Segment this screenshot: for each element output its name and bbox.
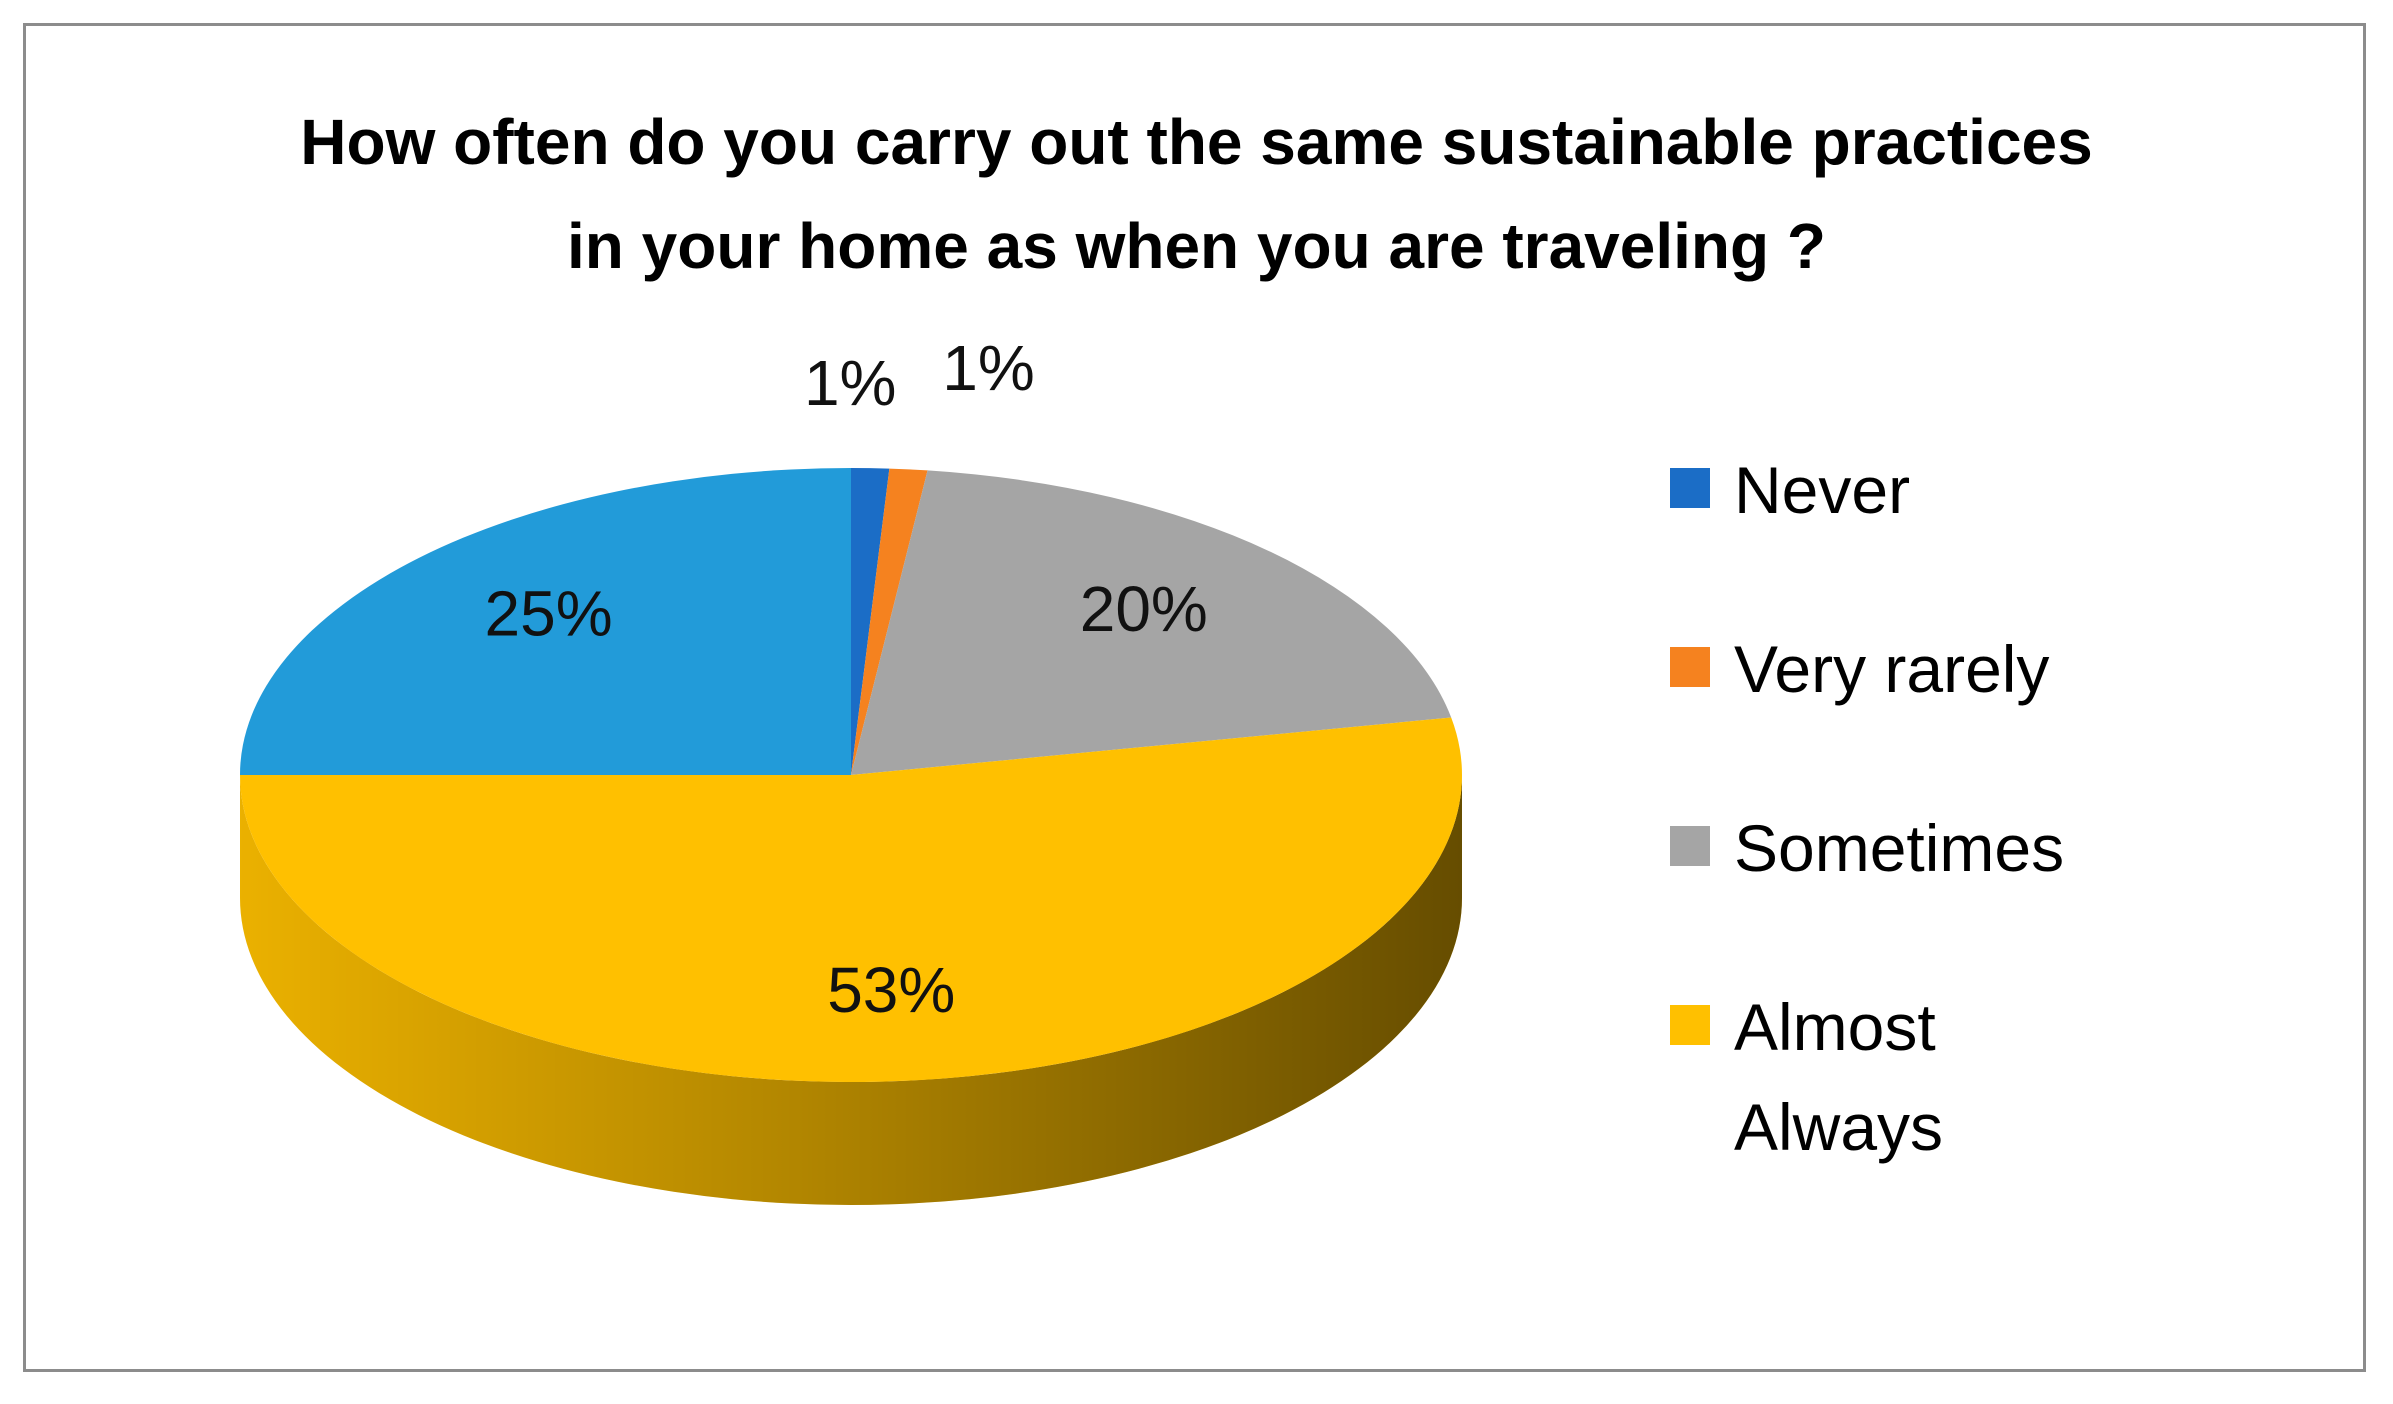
legend-label: Sometimes	[1734, 811, 2065, 885]
data-label: 25%	[485, 578, 613, 650]
legend-label: Never	[1734, 453, 1911, 527]
legend-swatch	[1670, 647, 1710, 687]
slice-side-shade	[240, 775, 1462, 1205]
legend-item: Very rarely	[1670, 619, 2090, 719]
legend-item: Sometimes	[1670, 798, 2090, 898]
slice	[240, 468, 851, 775]
legend-item: Almost Always	[1670, 977, 2090, 1177]
legend-swatch	[1670, 468, 1710, 508]
legend-label: Very rarely	[1734, 632, 2050, 706]
chart-title-box: How often do you carry out the same sust…	[0, 90, 2393, 298]
legend-swatch	[1670, 826, 1710, 866]
slice	[851, 468, 928, 775]
chart-frame	[23, 23, 2366, 1372]
slice	[851, 468, 890, 775]
data-label: 53%	[827, 954, 955, 1026]
legend-item: Never	[1670, 440, 2090, 540]
data-label: 20%	[1080, 573, 1208, 645]
legend-swatch	[1670, 1005, 1710, 1045]
data-label: 1%	[942, 332, 1035, 404]
slice	[851, 470, 1452, 775]
slice	[240, 717, 1462, 1082]
legend-label: Almost Always	[1734, 990, 1944, 1164]
chart-title: How often do you carry out the same sust…	[300, 106, 2093, 282]
data-label: 1%	[804, 347, 897, 419]
